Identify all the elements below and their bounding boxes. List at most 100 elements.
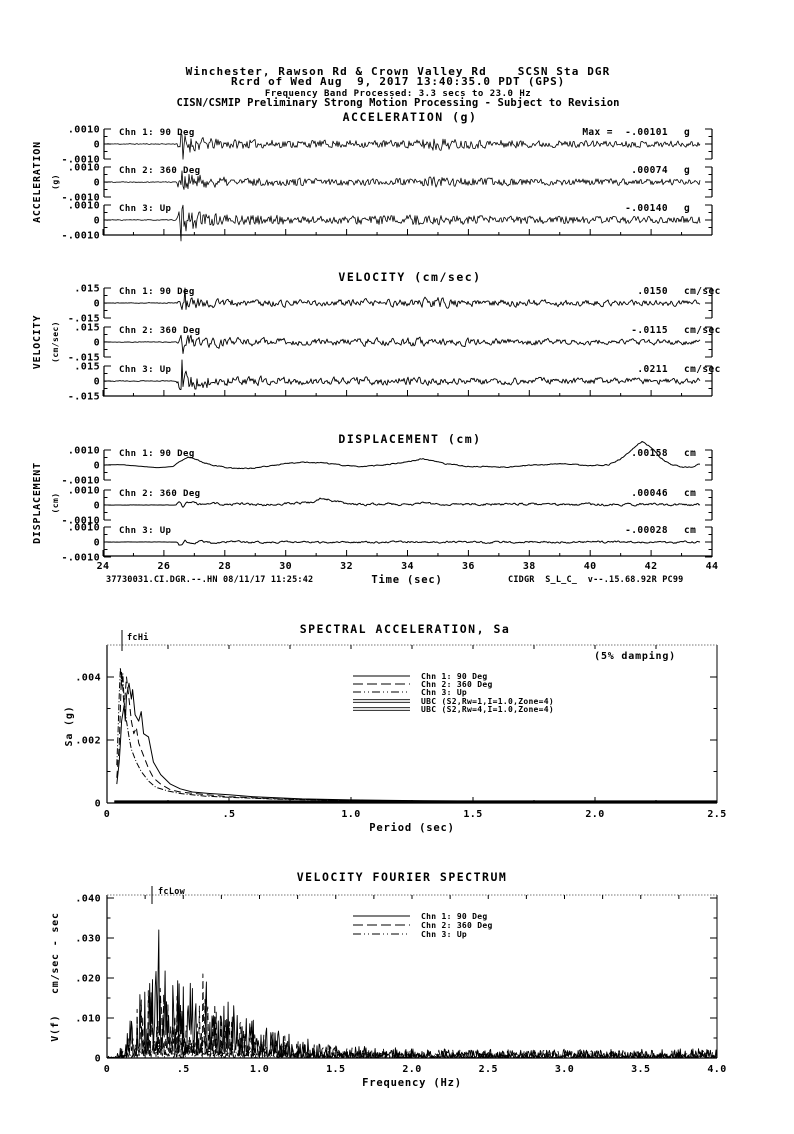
y-tick-label: 0: [94, 501, 100, 512]
timeseries-static-text: ACCELERATION (g) VELOCITY (cm/sec) DISPL…: [32, 110, 683, 586]
fourier-x-tick-label: 2.5: [479, 1064, 498, 1075]
acceleration-ch1-trace: [104, 133, 701, 160]
peak-value-label: Max = -.00101: [582, 127, 668, 138]
sa-curve-2: [116, 670, 718, 803]
sa-title: SPECTRAL ACCELERATION, Sa: [300, 622, 511, 636]
fourier-title: VELOCITY FOURIER SPECTRUM: [297, 870, 508, 884]
y-tick-label: .015: [74, 323, 100, 334]
channel-label: Chn 3: Up: [119, 204, 172, 214]
y-tick-label: .0010: [68, 163, 100, 174]
generated-plot-graphics: Chn 1: 90 Deg .0010 0 -.0010 Max = -.00101 g C…: [61, 125, 726, 1076]
y-tick-label: 0: [94, 338, 100, 349]
time-tick-label: 32: [340, 561, 353, 572]
velocity-title: VELOCITY (cm/sec): [338, 270, 481, 284]
time-tick-label: 42: [645, 561, 658, 572]
y-tick-label: -.0010: [61, 155, 100, 166]
fourier-curve-3: [106, 1033, 718, 1059]
peak-value-label: -.00140: [625, 203, 668, 214]
sa-x-tick-label: 0: [104, 809, 110, 820]
y-tick-label: 0: [94, 216, 100, 227]
fourier-legend-label: Chn 1: 90 Deg: [421, 912, 488, 921]
y-tick-label: 0: [94, 461, 100, 472]
peak-unit-label: cm/sec: [684, 364, 721, 375]
channel-label: Chn 2: 360 Deg: [119, 166, 200, 176]
peak-value-label: .00046: [631, 488, 668, 499]
sa-static-text: SPECTRAL ACCELERATION, Sa (5% damping) f…: [64, 622, 675, 834]
fourier-x-axis-label: Frequency (Hz): [362, 1077, 462, 1089]
displacement-ch1-trace: [103, 441, 700, 470]
acceleration-axis-label: ACCELERATION: [32, 141, 43, 223]
time-tick-label: 28: [218, 561, 231, 572]
acceleration-ch3-trace: [103, 204, 701, 242]
displacement-ch3-trace: [103, 539, 701, 546]
fourier-legend-label: Chn 3: Up: [421, 930, 467, 939]
fourier-y-axis-label: V(f) cm/sec - sec: [50, 912, 61, 1042]
frequency-band-note: Frequency Band Processed: 3.3 secs to 23…: [265, 89, 531, 99]
channel-label: Chn 1: 90 Deg: [119, 287, 195, 297]
fourier-static-text: VELOCITY FOURIER SPECTRUM fcLow V(f) cm/…: [50, 870, 508, 1089]
y-tick-label: 0: [94, 538, 100, 549]
peak-value-label: .0150: [637, 286, 668, 297]
time-tick-label: 40: [584, 561, 597, 572]
y-tick-label: 0: [94, 377, 100, 388]
sa-x-tick-label: 1.0: [341, 809, 360, 820]
velocity-ch1-trace: [103, 287, 701, 310]
time-tick-label: 38: [523, 561, 536, 572]
sa-legend-label: UBC (S2,Rw=1,I=1.0,Zone=4): [421, 697, 554, 706]
y-tick-label: .015: [74, 362, 100, 373]
y-tick-label: 0: [94, 178, 100, 189]
y-tick-label: -.0010: [61, 553, 100, 564]
peak-value-label: -.00028: [625, 525, 668, 536]
peak-unit-label: cm: [684, 448, 696, 459]
channel-label: Chn 3: Up: [119, 526, 172, 536]
y-tick-label: .0010: [68, 486, 100, 497]
processing-note: CISN/CSMIP Preliminary Strong Motion Pro…: [176, 97, 619, 109]
fourier-x-tick-label: 2.0: [402, 1064, 421, 1075]
peak-unit-label: cm/sec: [684, 286, 721, 297]
channel-label: Chn 2: 360 Deg: [119, 326, 200, 336]
peak-unit-label: g: [684, 203, 690, 214]
y-tick-label: -.015: [68, 353, 100, 364]
peak-unit-label: cm/sec: [684, 325, 721, 336]
channel-label: Chn 1: 90 Deg: [119, 128, 195, 138]
peak-unit-label: g: [684, 127, 690, 138]
peak-value-label: .00158: [631, 448, 668, 459]
fourier-x-tick-label: 3.0: [555, 1064, 574, 1075]
sa-x-tick-label: .5: [223, 809, 236, 820]
displacement-ch2-trace: [104, 497, 701, 508]
y-tick-label: .015: [74, 284, 100, 295]
y-tick-label: 0: [94, 140, 100, 151]
peak-unit-label: cm: [684, 525, 696, 536]
fclow-label: fcLow: [158, 887, 186, 897]
time-tick-label: 44: [706, 561, 719, 572]
time-axis-label: Time (sec): [371, 574, 442, 586]
fourier-y-tick-label: .010: [75, 1014, 101, 1025]
time-tick-label: 34: [401, 561, 414, 572]
fourier-x-tick-label: 1.0: [250, 1064, 269, 1075]
processing-code-footer: CIDGR S_L_C_ v--.15.68.92R PC99: [508, 575, 683, 585]
velocity-ch3-trace: [103, 359, 701, 390]
displacement-axis-units: (cm): [51, 493, 60, 514]
acceleration-title: ACCELERATION (g): [343, 110, 478, 124]
time-tick-label: 30: [279, 561, 292, 572]
y-tick-label: -.0010: [61, 193, 100, 204]
fourier-y-tick-label: .020: [75, 974, 101, 985]
sa-x-axis-label: Period (sec): [369, 822, 454, 834]
y-tick-label: .0010: [68, 446, 100, 457]
sa-x-tick-label: 1.5: [463, 809, 482, 820]
time-tick-label: 24: [97, 561, 110, 572]
time-tick-label: 36: [462, 561, 475, 572]
sa-legend-label: Chn 3: Up: [421, 688, 467, 697]
station-title: Winchester, Rawson Rd & Crown Valley Rd …: [186, 65, 611, 78]
acceleration-axis-units: (g): [51, 174, 60, 190]
y-tick-label: .0010: [68, 125, 100, 136]
fourier-y-tick-label: .030: [75, 934, 101, 945]
fourier-x-tick-label: 3.5: [631, 1064, 650, 1075]
velocity-axis-label: VELOCITY: [32, 315, 43, 370]
y-tick-label: -.0010: [61, 516, 100, 527]
fourier-x-tick-label: 0: [104, 1064, 110, 1075]
peak-unit-label: cm: [684, 488, 696, 499]
y-tick-label: -.015: [68, 314, 100, 325]
y-tick-label: -.015: [68, 392, 100, 403]
y-tick-label: .0010: [68, 523, 100, 534]
